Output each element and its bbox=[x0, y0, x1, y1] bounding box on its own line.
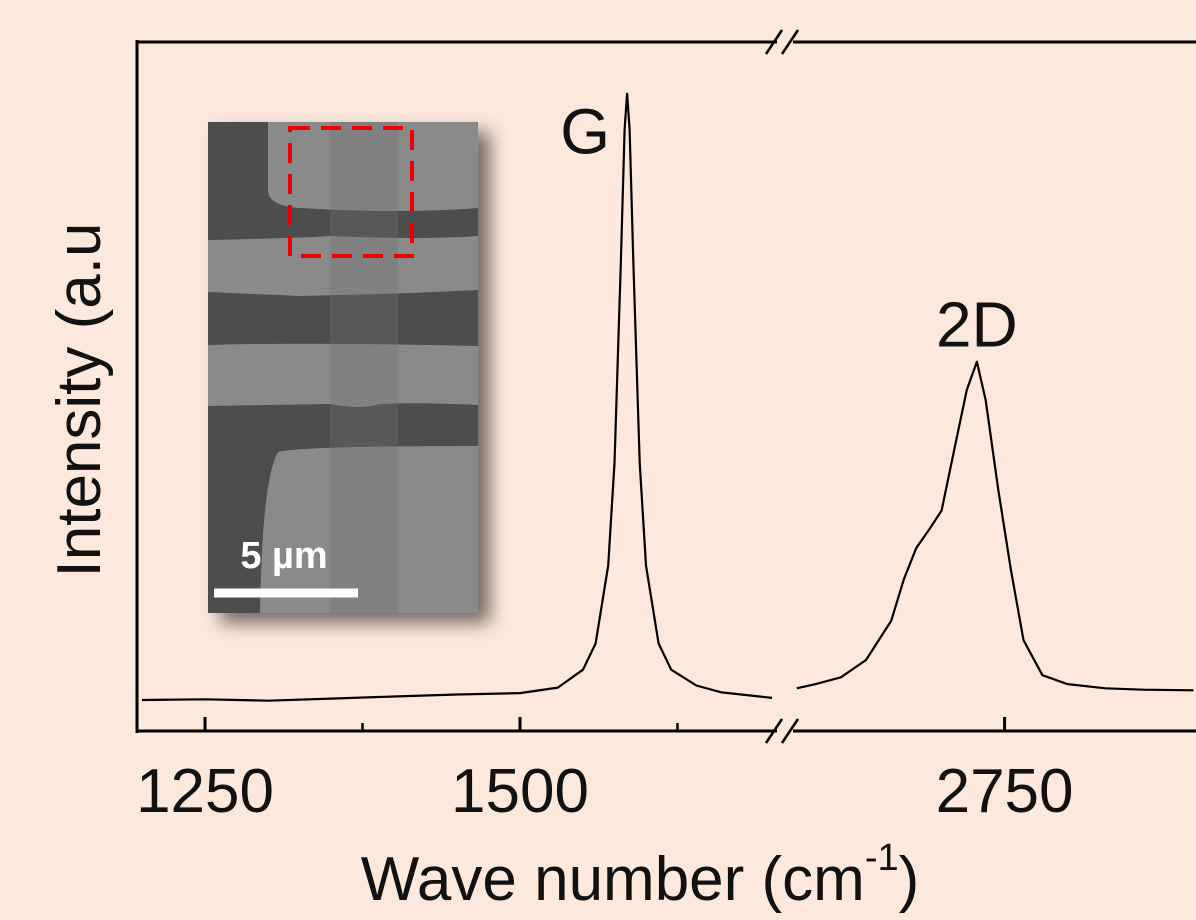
x-tick-label: 1250 bbox=[136, 757, 274, 826]
peak-label: G bbox=[560, 96, 610, 168]
x-tick-label: 2750 bbox=[936, 757, 1074, 826]
spectrum-line bbox=[796, 360, 1194, 692]
y-axis-label: Intensity (a.u bbox=[45, 223, 114, 578]
x-axis-label: Wave number (cm-1) bbox=[361, 837, 920, 914]
axes-frame bbox=[135, 29, 1196, 744]
peak-label: 2D bbox=[936, 289, 1018, 361]
spectrum-line bbox=[141, 92, 773, 702]
sem-inset: 5 µm bbox=[208, 122, 478, 613]
x-axis-label-main: Wave number (cm bbox=[361, 845, 865, 914]
scale-bar-label: 5 µm bbox=[240, 535, 327, 577]
x-axis-label-end: ) bbox=[899, 845, 920, 914]
x-tick-label: 1500 bbox=[451, 757, 589, 826]
x-axis-label-sup: -1 bbox=[865, 837, 899, 879]
